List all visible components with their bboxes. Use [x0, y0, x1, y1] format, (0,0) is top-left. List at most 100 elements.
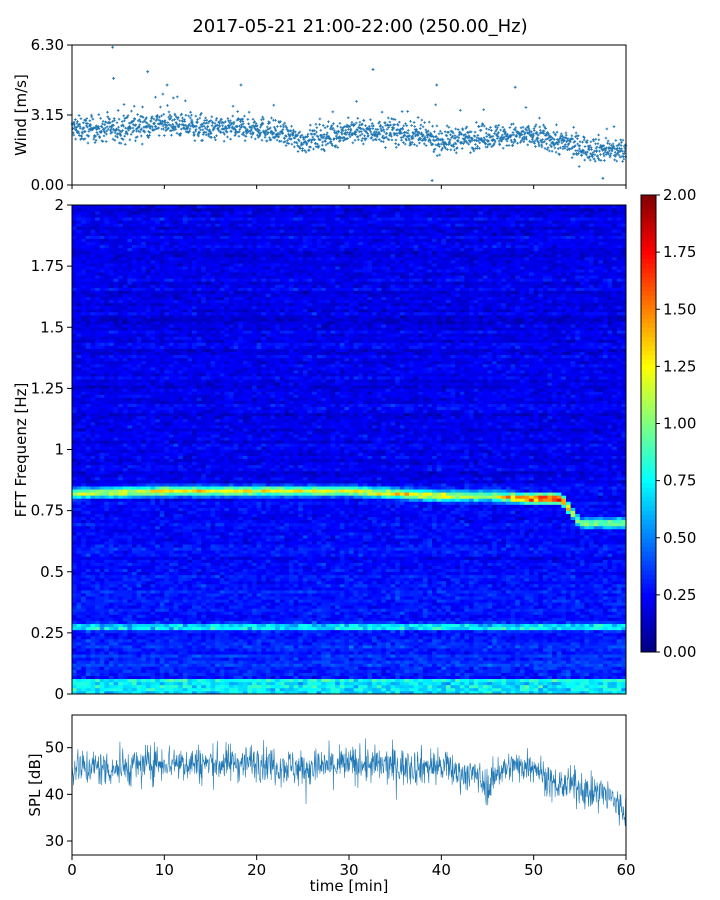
spectrogram-cell: [174, 636, 179, 639]
wind-point: [467, 143, 470, 146]
spectrogram-cell: [598, 624, 603, 627]
spectrogram-cell: [220, 682, 225, 685]
wind-point: [425, 144, 428, 147]
spectrogram-cell: [358, 642, 363, 645]
spectrogram-cell: [427, 624, 432, 627]
spectrogram-cell: [391, 642, 396, 645]
spectrogram-cell: [423, 648, 428, 651]
spectrogram-cell: [317, 651, 322, 654]
spectrogram-cell: [192, 645, 197, 648]
spectrogram-cell: [552, 682, 557, 685]
wind-point: [386, 128, 389, 131]
spectrogram-cell: [594, 670, 599, 673]
spectrogram-cell: [118, 615, 123, 618]
spectrogram-cell: [261, 654, 266, 657]
spectrogram-cell: [464, 627, 469, 630]
spectrogram-cell: [187, 624, 192, 627]
spectrogram-cell: [238, 618, 243, 621]
spectrogram-cell: [243, 663, 248, 666]
wind-point: [598, 138, 601, 141]
spectrogram-cell: [317, 639, 322, 642]
wind-point: [413, 125, 416, 128]
spectrogram-cell: [474, 654, 479, 657]
spectrogram-cell: [488, 627, 493, 630]
wind-point: [577, 134, 580, 137]
spectrogram-cell: [187, 663, 192, 666]
spectrogram-cell: [155, 688, 160, 691]
spectrogram-cell: [141, 660, 146, 663]
spectrogram-cell: [552, 633, 557, 636]
spectrogram-cell: [289, 682, 294, 685]
spectrogram-cell: [575, 682, 580, 685]
spectrogram-cell: [589, 654, 594, 657]
spectrogram-cell: [612, 624, 617, 627]
spectrogram-cell: [437, 688, 442, 691]
spectrogram-cell: [483, 618, 488, 621]
spectrogram-cell: [146, 642, 151, 645]
wind-point: [97, 113, 100, 116]
spectrogram-cell: [409, 670, 414, 673]
spectrogram-cell: [566, 679, 571, 682]
spectrogram-cell: [150, 648, 155, 651]
spectrogram-cell: [483, 657, 488, 660]
spectrogram-cell: [220, 630, 225, 633]
spectrogram-cell: [441, 651, 446, 654]
spectrogram-cell: [146, 645, 151, 648]
spectrogram-cell: [515, 682, 520, 685]
spectrogram-cell: [538, 633, 543, 636]
spectrogram-cell: [409, 673, 414, 676]
spectrogram-cell: [275, 618, 280, 621]
wind-point: [401, 110, 404, 113]
spectrogram-cell: [501, 630, 506, 633]
spectrogram-cell: [90, 648, 95, 651]
spectrogram-cell: [441, 618, 446, 621]
spectrogram-cell: [312, 660, 317, 663]
spectrogram-cell: [178, 639, 183, 642]
spectrogram-cell: [238, 663, 243, 666]
wind-point: [124, 143, 127, 146]
spectrogram-cell: [529, 630, 534, 633]
spectrogram-cell: [538, 636, 543, 639]
spectrogram-cell: [215, 666, 220, 669]
wind-point: [555, 151, 558, 154]
spectrogram-cell: [617, 666, 622, 669]
spectrogram-cell: [90, 673, 95, 676]
spectrogram-cell: [515, 670, 520, 673]
spectrogram-cell: [608, 639, 613, 642]
spectrogram-cell: [594, 633, 599, 636]
spectrogram-cell: [446, 666, 451, 669]
wind-point: [105, 140, 108, 143]
spectrogram-cell: [206, 645, 211, 648]
spectrogram-cell: [298, 666, 303, 669]
spectrogram-cell: [584, 685, 589, 688]
spectrogram-cell: [77, 615, 82, 618]
spectrogram-cell: [298, 663, 303, 666]
spectrogram-cell: [215, 624, 220, 627]
wind-point: [236, 110, 239, 113]
spectrogram-cell: [372, 651, 377, 654]
spectrogram-cell: [118, 670, 123, 673]
spectrogram-cell: [284, 679, 289, 682]
spectrogram-cell: [252, 627, 257, 630]
wind-point: [590, 148, 593, 151]
spectrogram-cell: [169, 642, 174, 645]
spectrogram-cell: [109, 642, 114, 645]
spectrogram-cell: [331, 660, 336, 663]
spectrogram-cell: [354, 651, 359, 654]
spectrogram-cell: [331, 645, 336, 648]
spectrogram-cell: [326, 673, 331, 676]
spectrogram-cell: [234, 666, 239, 669]
wind-point: [166, 84, 169, 87]
wind-point: [315, 131, 318, 134]
spectrogram-cell: [506, 657, 511, 660]
spectrogram-cell: [114, 688, 119, 691]
spectrogram-cell: [261, 648, 266, 651]
spectrogram-cell: [326, 685, 331, 688]
spectrogram-cell: [229, 670, 234, 673]
spectrogram-cell: [169, 630, 174, 633]
spectrogram-cell: [294, 627, 299, 630]
spectrogram-cell: [298, 621, 303, 624]
spectrogram-cell: [598, 642, 603, 645]
spectrogram-cell: [192, 627, 197, 630]
spectrogram-cell: [575, 685, 580, 688]
